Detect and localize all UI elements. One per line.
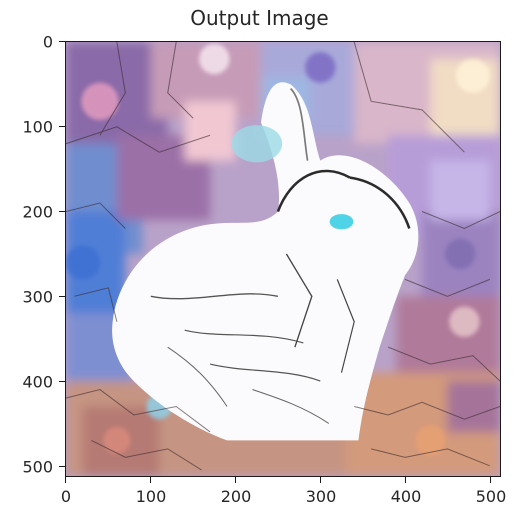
x-tick-label: 500 [475,487,507,506]
y-tick-label: 500 [22,457,53,477]
y-tick-100 [59,126,65,128]
plot-title: Output Image [190,6,329,30]
x-tick-100 [150,477,152,483]
y-tick-500 [59,466,65,468]
x-tick-label: 100 [135,487,167,506]
background-mosaic [66,42,500,476]
x-tick-label: 0 [60,487,72,506]
image-axes [65,41,501,477]
y-tick-label: 300 [22,287,53,307]
y-tick-0 [59,41,65,43]
x-tick-label: 300 [305,487,337,506]
x-tick-label: 200 [220,487,252,506]
x-tick-500 [490,477,492,483]
y-tick-label: 400 [22,372,53,392]
color-patches [66,43,490,456]
x-tick-300 [320,477,322,483]
x-tick-400 [405,477,407,483]
y-tick-400 [59,381,65,383]
x-tick-label: 400 [390,487,422,506]
rabbit-body [112,82,419,441]
stylized-rabbit-image [66,42,500,476]
x-tick-0 [65,477,67,483]
x-tick-200 [235,477,237,483]
mosaic-lines [66,42,500,471]
y-tick-label: 200 [22,202,53,222]
y-tick-300 [59,296,65,298]
y-tick-200 [59,211,65,213]
y-tick-label: 100 [22,117,53,137]
y-tick-label: 0 [42,32,53,52]
